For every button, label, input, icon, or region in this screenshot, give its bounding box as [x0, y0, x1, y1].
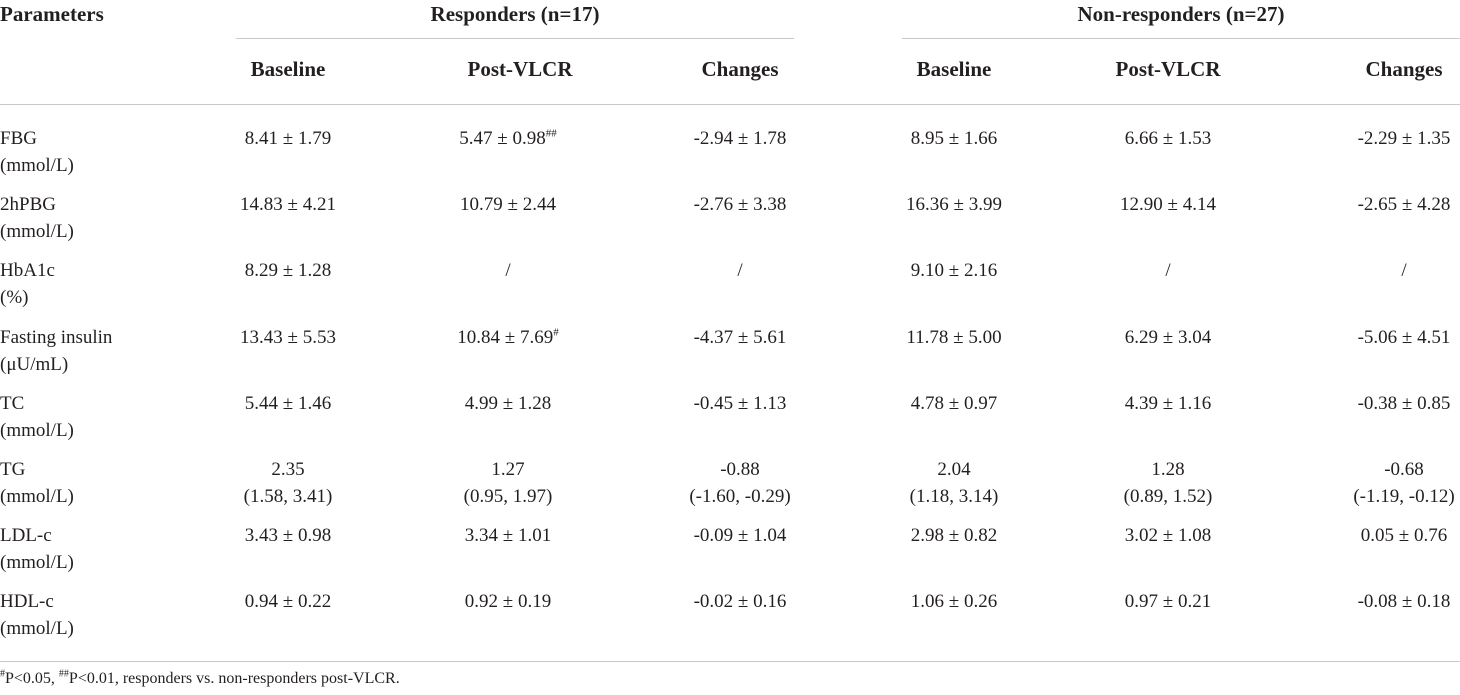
value-cell-n-post: 0.97 ± 0.21 [1124, 591, 1212, 613]
header-rule-main [236, 104, 1460, 105]
value-cell-n-post: 3.02 ± 1.08 [1124, 525, 1212, 547]
value-cell-n-base: 11.78 ± 5.00 [906, 326, 1002, 348]
value-cell-n-base: 1.06 ± 0.26 [910, 591, 998, 613]
parameter-name: TG [0, 459, 26, 480]
subheader-n-changes: Changes [1365, 57, 1443, 81]
group-header-responders: Responders (n=17) [430, 2, 600, 26]
table-row: LDL-c (mmol/L) 3.43 ± 0.98 3.34 ± 1.01 -0.09… [0, 522, 1460, 582]
value-cell-r-base: 14.83 ± 4.21 [240, 194, 336, 216]
value-cell-n-post: / [1165, 260, 1171, 282]
value-cell-r-chg: -0.02 ± 0.16 [693, 591, 787, 613]
subheader-n-baseline: Baseline [916, 57, 992, 81]
value-cell-n-chg: 0.05 ± 0.76 [1360, 525, 1448, 547]
parameter-unit: (mmol/L) [0, 618, 74, 640]
table-row: HDL-c (mmol/L) 0.94 ± 0.22 0.92 ± 0.19 -0.02… [0, 588, 1460, 648]
value-cell-n-post: 1.28 (0.89, 1.52) [1123, 459, 1213, 507]
value-cell-r-post: 10.84 ± 7.69# [457, 326, 559, 348]
footnote: #P<0.05, ##P<0.01, responders vs. non-re… [0, 668, 400, 687]
value-cell-r-post: 5.47 ± 0.98## [459, 127, 557, 149]
value-cell-n-chg: -0.08 ± 0.18 [1357, 591, 1451, 613]
value-cell-r-chg: -0.88 (-1.60, -0.29) [689, 459, 791, 507]
group-rule-non-responders [902, 38, 1460, 39]
value-cell-r-post: 0.92 ± 0.19 [464, 591, 552, 613]
value-cell-n-chg: -5.06 ± 4.51 [1357, 326, 1451, 348]
value-cell-r-post: 10.79 ± 2.44 [460, 194, 556, 216]
parameter-name: HbA1c [0, 260, 55, 282]
value-cell-n-post: 4.39 ± 1.16 [1124, 392, 1212, 414]
value-cell-r-post: 4.99 ± 1.28 [464, 392, 552, 414]
table-row: TG (mmol/L) 2.35 (1.58, 3.41) 1.27 (0.95, 1.9… [0, 456, 1460, 516]
value-cell-r-chg: / [737, 260, 743, 282]
parameter-name: 2hPBG [0, 194, 56, 216]
parameter-unit: (mmol/L) [0, 419, 74, 441]
value-cell-n-base: 9.10 ± 2.16 [910, 260, 998, 282]
subheader-r-baseline: Baseline [250, 57, 326, 81]
table-row: 2hPBG (mmol/L) 14.83 ± 4.21 10.79 ± 2.44 -2.… [0, 191, 1460, 251]
parameter-name: LDL-c [0, 525, 52, 547]
parameter-unit: (%) [0, 287, 29, 309]
footer-rule [0, 661, 1460, 662]
value-cell-r-chg: -0.45 ± 1.13 [693, 392, 787, 414]
group-header-non-responders: Non-responders (n=27) [1077, 2, 1285, 26]
header-rule-left [0, 104, 236, 105]
parameter-unit: (mmol/L) [0, 155, 74, 176]
parameter-cell: TG (mmol/L) [0, 456, 74, 510]
table-row: HbA1c (%) 8.29 ± 1.28 / / 9.10 ± 2.16 / / [0, 257, 1460, 317]
value-cell-r-base: 13.43 ± 5.53 [240, 326, 336, 348]
value-cell-r-base: 2.35 (1.58, 3.41) [243, 459, 333, 507]
parameter-cell: Fasting insulin (μU/mL) [0, 324, 112, 378]
table-row: FBG (mmol/L) 8.41 ± 1.79 5.47 ± 0.98## -2.94… [0, 125, 1460, 185]
value-cell-r-chg: -0.09 ± 1.04 [693, 525, 787, 547]
value-cell-n-base: 2.04 (1.18, 3.14) [909, 459, 999, 507]
value-cell-n-post: 6.66 ± 1.53 [1124, 128, 1212, 149]
value-cell-r-base: 8.41 ± 1.79 [244, 128, 332, 149]
value-cell-r-post: / [505, 260, 511, 282]
table-row: Fasting insulin (μU/mL) 13.43 ± 5.53 10.84 … [0, 324, 1460, 384]
value-cell-r-post: 3.34 ± 1.01 [464, 525, 552, 547]
parameter-name: FBG [0, 128, 37, 149]
value-cell-r-base: 0.94 ± 0.22 [244, 591, 332, 613]
value-cell-n-post: 6.29 ± 3.04 [1124, 326, 1212, 348]
value-cell-n-base: 8.95 ± 1.66 [910, 128, 998, 149]
value-cell-n-base: 4.78 ± 0.97 [910, 392, 998, 414]
parameter-unit: (mmol/L) [0, 552, 74, 574]
value-cell-r-chg: -4.37 ± 5.61 [693, 326, 787, 348]
parameter-name: HDL-c [0, 591, 54, 613]
value-cell-n-post: 12.90 ± 4.14 [1120, 194, 1216, 216]
subheader-n-post: Post-VLCR [1115, 57, 1221, 81]
value-cell-r-base: 3.43 ± 0.98 [244, 525, 332, 547]
subheader-r-changes: Changes [701, 57, 779, 81]
value-cell-n-chg: -2.65 ± 4.28 [1357, 194, 1451, 216]
subheader-r-post: Post-VLCR [467, 57, 573, 81]
value-cell-r-chg: -2.76 ± 3.38 [693, 194, 787, 216]
parameter-unit: (mmol/L) [0, 486, 74, 507]
parameter-cell: TC (mmol/L) [0, 390, 74, 444]
parameter-cell: HbA1c (%) [0, 257, 55, 311]
parameter-cell: LDL-c (mmol/L) [0, 522, 74, 576]
value-cell-n-chg: -0.68 (-1.19, -0.12) [1353, 459, 1455, 507]
parameter-cell: HDL-c (mmol/L) [0, 588, 74, 642]
value-cell-r-post: 1.27 (0.95, 1.97) [463, 459, 553, 507]
value-cell-n-base: 2.98 ± 0.82 [910, 525, 998, 547]
value-cell-r-chg: -2.94 ± 1.78 [693, 128, 787, 149]
parameter-name: TC [0, 392, 25, 414]
parameter-unit: (μU/mL) [0, 353, 69, 375]
value-cell-n-chg: / [1401, 260, 1407, 282]
value-cell-n-chg: -2.29 ± 1.35 [1357, 128, 1451, 149]
parameter-cell: FBG (mmol/L) [0, 125, 74, 179]
parameters-header: Parameters [0, 2, 104, 26]
table-row: TC (mmol/L) 5.44 ± 1.46 4.99 ± 1.28 -0.45 ± … [0, 390, 1460, 450]
value-cell-n-base: 16.36 ± 3.99 [906, 194, 1002, 216]
parameter-unit: (mmol/L) [0, 221, 74, 243]
parameter-cell: 2hPBG (mmol/L) [0, 191, 74, 245]
parameter-name: Fasting insulin [0, 326, 113, 348]
value-cell-n-chg: -0.38 ± 0.85 [1357, 392, 1451, 414]
value-cell-r-base: 5.44 ± 1.46 [244, 392, 332, 414]
group-rule-responders [236, 38, 794, 39]
value-cell-r-base: 8.29 ± 1.28 [244, 260, 332, 282]
